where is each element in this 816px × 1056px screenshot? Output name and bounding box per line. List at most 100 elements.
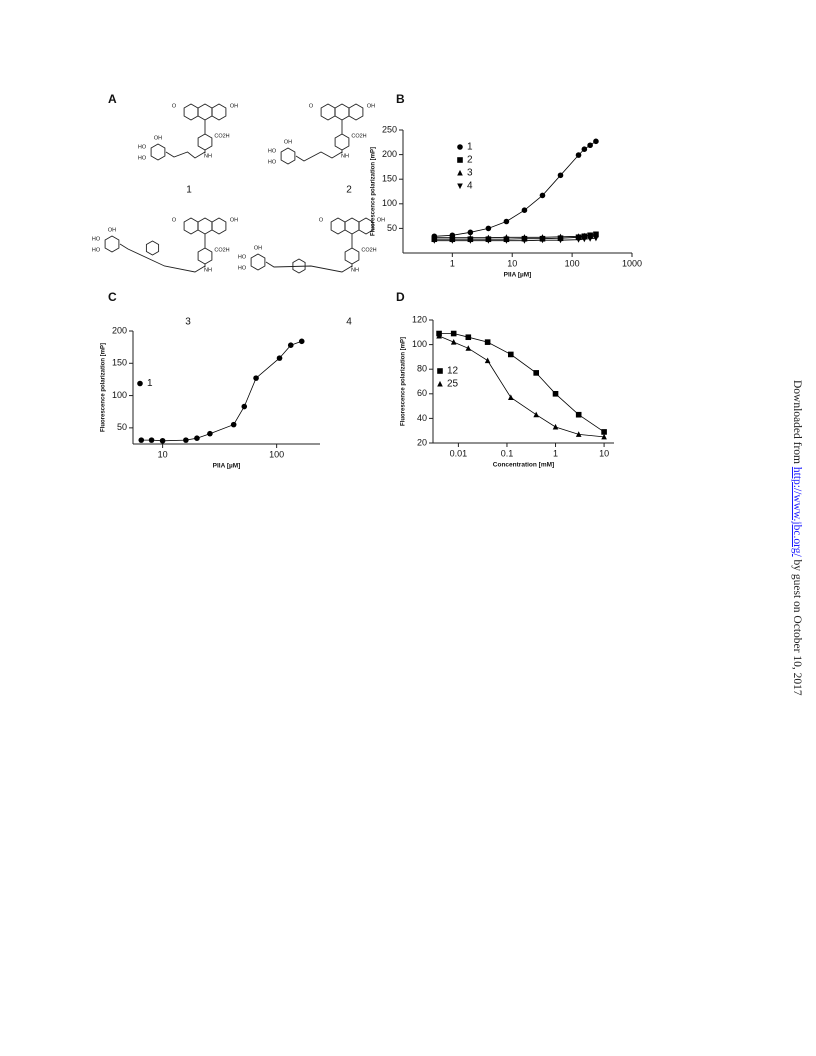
atom-label: OH: [254, 245, 262, 251]
data-point: [148, 437, 155, 443]
ring: [344, 217, 360, 235]
data-point: [593, 138, 599, 145]
data-point: [533, 411, 539, 418]
data-point: [581, 146, 588, 152]
x-tick-label: 0.1: [501, 448, 514, 458]
x-tick-label: 1: [450, 258, 455, 268]
data-point: [601, 429, 607, 435]
y-tick-label: 40: [417, 413, 427, 423]
y-axis-label: Fluorescence polarization [mP]: [401, 337, 407, 426]
data-point: [194, 435, 200, 441]
atom-label: OH: [230, 103, 238, 109]
atom-label: OH: [154, 135, 162, 141]
atom-label: HO: [92, 247, 101, 253]
atom-label: OH: [284, 139, 292, 145]
ring: [358, 217, 374, 235]
sugar-ring: [280, 147, 296, 165]
y-tick-label: 20: [417, 437, 427, 447]
data-point: [467, 229, 474, 236]
data-point: [503, 218, 510, 225]
atom-label: OH: [230, 217, 238, 223]
data-point: [508, 351, 514, 358]
ring: [145, 240, 160, 256]
panel-label: A: [108, 92, 117, 106]
data-point: [431, 238, 438, 244]
atom-label: CO2H: [351, 133, 366, 139]
atom-label: HO: [138, 144, 147, 150]
note-link[interactable]: http://www.jbc.org/: [791, 466, 803, 557]
legend-label: 12: [447, 366, 459, 377]
x-tick-label: 10: [158, 449, 168, 459]
x-tick-label: 1000: [622, 258, 642, 268]
ring: [334, 133, 350, 151]
legend-label: 3: [467, 168, 473, 179]
legend-marker: [437, 368, 443, 374]
data-point: [503, 238, 510, 244]
x-tick-label: 100: [565, 258, 580, 268]
data-point: [465, 334, 472, 341]
data-point: [450, 330, 457, 337]
data-point: [298, 338, 305, 345]
ring: [211, 217, 227, 235]
atom-label: OH: [367, 103, 375, 109]
legend-marker: [457, 169, 463, 176]
y-tick-label: 250: [382, 124, 397, 134]
data-point: [593, 235, 599, 242]
atom-label: NH: [204, 153, 212, 159]
data-point: [276, 355, 283, 361]
atom-label: HO: [268, 148, 277, 154]
panel-label: C: [108, 290, 117, 304]
compound-label: 2: [346, 185, 352, 196]
sugar-ring: [104, 235, 120, 253]
data-point: [552, 391, 559, 397]
data-point: [159, 437, 166, 444]
download-note: Downloaded from http://www.jbc.org/ by g…: [791, 380, 803, 696]
y-tick-label: 120: [412, 314, 427, 324]
data-point: [241, 403, 248, 410]
atom-label: CO2H: [361, 247, 376, 253]
data-point: [138, 437, 145, 443]
data-point: [575, 152, 582, 158]
data-point: [183, 437, 189, 443]
y-tick-label: 100: [382, 198, 397, 208]
linker: [295, 151, 343, 162]
atom-label: NH: [341, 153, 349, 159]
legend-marker: [437, 380, 443, 387]
atom-label: O: [172, 217, 177, 223]
ring: [348, 103, 364, 121]
data-point: [484, 339, 491, 345]
legend-marker: [457, 144, 463, 150]
ring: [320, 103, 336, 121]
y-tick-label: 200: [112, 325, 127, 335]
y-axis-label: Fluorescence polarization [mP]: [371, 147, 377, 236]
note-suffix: by guest on October 10, 2017: [791, 559, 803, 696]
linker: [265, 261, 353, 273]
data-point: [521, 238, 528, 244]
data-point: [587, 236, 593, 242]
atom-label: O: [309, 103, 314, 109]
data-point: [436, 332, 442, 339]
y-tick-label: 60: [417, 388, 427, 398]
legend-label: 4: [467, 181, 473, 192]
data-point: [521, 207, 528, 213]
x-tick-label: 1: [553, 448, 558, 458]
ring: [183, 103, 199, 121]
legend-label: 2: [467, 155, 473, 166]
data-point: [485, 225, 492, 232]
panel-label: D: [396, 290, 405, 304]
y-tick-label: 50: [117, 422, 127, 432]
data-point: [508, 394, 514, 401]
atom-label: HO: [238, 265, 247, 271]
y-tick-label: 200: [382, 149, 397, 159]
data-point: [601, 433, 607, 440]
y-tick-label: 100: [112, 390, 127, 400]
legend-label: 1: [147, 378, 153, 389]
linker: [119, 243, 206, 273]
legend-label: 1: [467, 142, 473, 153]
ring: [344, 247, 360, 265]
legend-marker: [457, 183, 463, 190]
atom-label: NH: [351, 267, 359, 273]
data-point: [557, 237, 564, 244]
data-point: [539, 192, 546, 199]
